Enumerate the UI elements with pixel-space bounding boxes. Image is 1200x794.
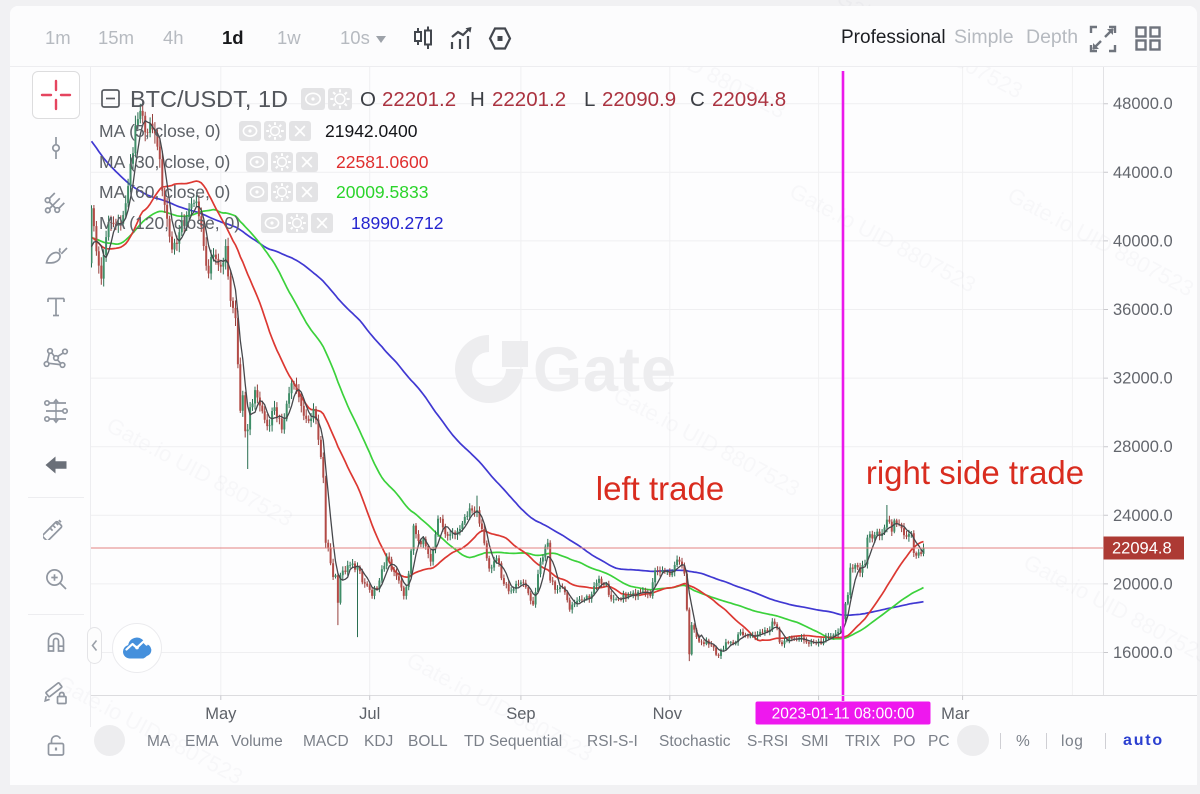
svg-text:36000.0: 36000.0 <box>1113 301 1173 319</box>
svg-text:40000.0: 40000.0 <box>1113 232 1173 250</box>
svg-text:Nov: Nov <box>653 705 683 723</box>
svg-text:2023-01-11 08:00:00: 2023-01-11 08:00:00 <box>772 706 915 723</box>
svg-text:Sep: Sep <box>506 705 535 723</box>
svg-text:Gate.io UID 8807523: Gate.io UID 8807523 <box>786 178 980 297</box>
svg-text:20000.0: 20000.0 <box>1113 575 1173 593</box>
svg-text:22094.8: 22094.8 <box>1112 540 1172 558</box>
svg-text:Gate: Gate <box>533 335 677 405</box>
svg-text:left trade: left trade <box>596 470 724 507</box>
svg-text:32000.0: 32000.0 <box>1113 370 1173 388</box>
svg-text:48000.0: 48000.0 <box>1113 95 1173 113</box>
svg-text:44000.0: 44000.0 <box>1113 164 1173 182</box>
svg-text:Mar: Mar <box>941 705 970 723</box>
svg-text:Gate.io UID 8807523: Gate.io UID 8807523 <box>103 412 297 531</box>
svg-text:Jul: Jul <box>359 705 380 723</box>
svg-text:Gate.io UID 8807523: Gate.io UID 8807523 <box>53 670 247 789</box>
svg-text:May: May <box>205 705 237 723</box>
svg-text:right side trade: right side trade <box>866 454 1084 491</box>
svg-text:Gate.io UID 8807523: Gate.io UID 8807523 <box>1020 549 1200 668</box>
svg-text:16000.0: 16000.0 <box>1113 644 1173 662</box>
svg-text:28000.0: 28000.0 <box>1113 438 1173 456</box>
svg-text:24000.0: 24000.0 <box>1113 507 1173 525</box>
